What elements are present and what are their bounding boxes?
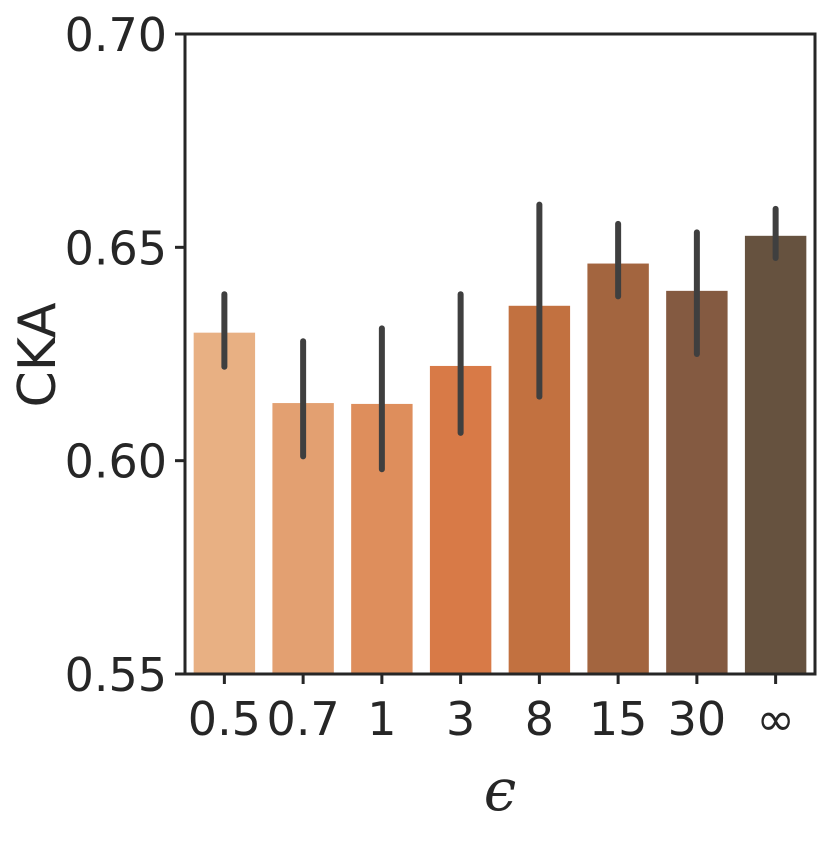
bar-5 <box>587 263 649 674</box>
plot-frame <box>183 32 817 676</box>
bars-group <box>193 235 807 674</box>
x-tick-label-1: 0.7 <box>267 692 340 746</box>
bar-0 <box>193 332 256 674</box>
y-tick-label-2: 0.65 <box>65 221 167 275</box>
x-tick-label-5: 15 <box>589 692 648 746</box>
x-axis-label: ϵ <box>484 756 516 824</box>
bar-7 <box>744 235 807 674</box>
x-tick-label-7: ∞ <box>756 692 794 746</box>
y-axis-ticks: 0.55 0.60 0.65 0.70 <box>65 8 185 702</box>
x-tick-label-3: 3 <box>446 692 475 746</box>
x-tick-label-4: 8 <box>525 692 554 746</box>
y-tick-label-1: 0.60 <box>65 435 167 489</box>
y-axis-label: CKA <box>8 302 68 407</box>
errorbars-group <box>221 201 779 473</box>
x-tick-label-6: 30 <box>668 692 727 746</box>
y-tick-label-0: 0.55 <box>65 648 167 702</box>
x-axis-ticks: 0.5 0.7 1 3 8 15 30 ∞ <box>188 674 795 746</box>
x-tick-label-2: 1 <box>367 692 396 746</box>
x-tick-label-0: 0.5 <box>188 692 261 746</box>
y-tick-label-3: 0.70 <box>65 8 167 62</box>
